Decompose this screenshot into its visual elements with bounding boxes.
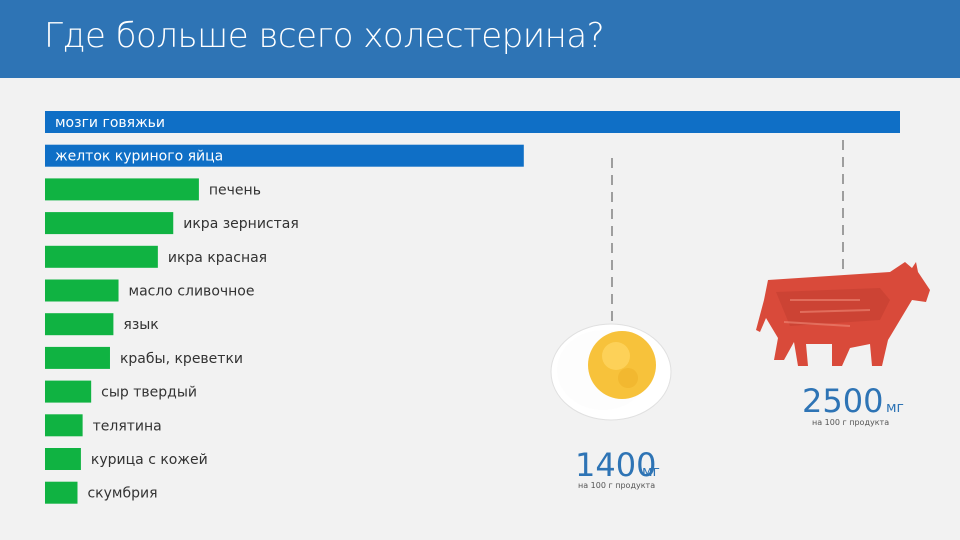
bar-11 [45,481,78,504]
callout-egg-sub: на 100 г продукта [578,481,655,490]
bar-label-4: икра красная [168,250,267,266]
bar-7 [45,346,110,369]
bar-3 [45,212,174,235]
callout-beef-sub: на 100 г продукта [812,418,889,427]
bar-label-9: телятина [93,418,162,434]
bar-label-6: язык [123,317,158,333]
bar-2 [45,178,199,201]
egg-icon [550,323,672,421]
leader-lines [611,140,844,326]
bar-5 [45,279,119,302]
bar-0 [45,111,900,133]
callout-beef-brain: 2500 мг на 100 г продукта [802,382,904,427]
bar-10 [45,448,81,470]
callout-egg-yolk: 1400 мг на 100 г продукта [575,446,660,490]
bar-label-2: печень [209,182,261,198]
bar-label-1: желток куриного яйца [55,149,223,165]
bar-label-7: крабы, креветки [120,351,243,367]
bar-4 [45,245,158,268]
bars-group: мозги говяжьи желток куриного яйца печень и… [45,111,900,504]
bar-label-11: скумбрия [87,486,157,502]
bar-1 [45,144,524,167]
callout-egg-value: 1400 [575,446,656,484]
bar-label-0: мозги говяжьи [55,115,165,131]
bar-6 [45,313,114,336]
callout-egg-unit: мг [642,464,660,480]
slide-header: Где больше всего холестерина? [0,0,960,78]
bar-9 [45,414,83,437]
cow-icon [756,262,930,366]
bar-label-3: икра зернистая [183,216,299,232]
callout-beef-value: 2500 [802,382,883,420]
bar-label-10: курица с кожей [91,452,208,468]
callout-beef-unit: мг [886,400,904,416]
bar-label-5: масло сливочное [129,284,255,300]
slide-title: Где больше всего холестерина? [44,16,605,56]
bar-label-8: сыр твердый [101,385,197,401]
bar-8 [45,380,92,403]
